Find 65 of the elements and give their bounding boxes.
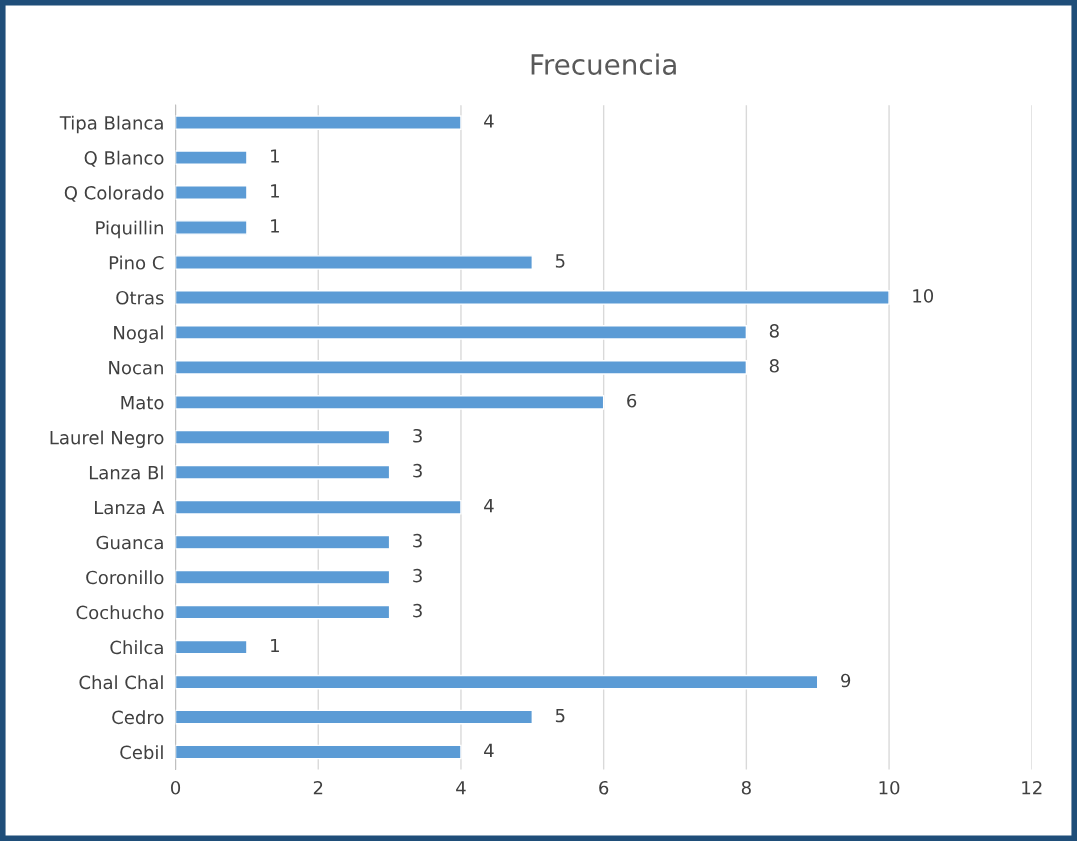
data-label: 1: [271, 184, 279, 198]
data-label: 3: [413, 463, 422, 478]
y-tick-label: Cedro: [112, 710, 164, 725]
bar: [175, 290, 890, 305]
data-label: 9: [841, 673, 851, 688]
y-tick-label: Piquillin: [96, 220, 163, 239]
data-label: 3: [413, 533, 422, 548]
x-tick-label: 12: [1022, 780, 1042, 795]
bar: [175, 360, 748, 375]
y-tick-label: Laurel Negro: [50, 430, 164, 448]
bar: [175, 185, 248, 200]
y-tick-label: Chal Chal: [79, 675, 163, 690]
x-tick-label: 2: [313, 780, 323, 795]
data-label: 3: [413, 603, 422, 618]
y-tick-label: Q Blanco: [84, 150, 164, 167]
bar: [175, 429, 391, 445]
bar: [175, 395, 605, 410]
bar: [175, 744, 462, 760]
chart-title: Frecuencia: [531, 53, 676, 75]
x-tick-label: 8: [741, 780, 751, 795]
data-label: 5: [555, 708, 565, 723]
y-tick-label: Mato: [121, 396, 164, 410]
data-label: 4: [484, 499, 494, 513]
data-label: 1: [271, 219, 279, 233]
y-tick-label: Lanza Bl: [89, 465, 163, 480]
data-label: 8: [769, 358, 779, 373]
bar: [175, 534, 391, 550]
data-label: 4: [484, 114, 494, 128]
bar: [175, 115, 462, 130]
y-tick-label: Cebil: [120, 745, 163, 760]
bar: [175, 674, 819, 690]
bar: [175, 220, 248, 235]
y-tick-label: Q Colorado: [64, 185, 164, 202]
data-label: 3: [413, 428, 422, 443]
x-tick-label: 4: [456, 781, 466, 795]
data-label: 10: [913, 289, 934, 303]
bar: [175, 325, 748, 340]
bar: [175, 150, 248, 165]
data-label: 5: [555, 254, 565, 268]
y-tick-label: Chilca: [110, 640, 163, 655]
y-tick-label: Tipa Blanca: [59, 115, 163, 134]
bar: [175, 709, 534, 725]
bar: [175, 604, 391, 620]
bar: [175, 639, 248, 655]
bar: [175, 255, 534, 270]
y-tick-label: Nocan: [109, 361, 163, 375]
y-tick-label: Lanza A: [95, 500, 165, 515]
data-label: 1: [271, 149, 279, 163]
x-tick-label: 10: [879, 780, 900, 795]
data-label: 4: [484, 743, 494, 758]
y-tick-label: Pino C: [109, 255, 164, 270]
data-label: 6: [627, 393, 637, 408]
y-tick-label: Otras: [116, 290, 164, 305]
data-label: 1: [271, 638, 279, 653]
x-tick-label: 6: [599, 780, 609, 795]
y-tick-label: Cochucho: [76, 605, 164, 620]
x-tick-label: 0: [171, 780, 181, 795]
y-tick-label: Coronillo: [86, 570, 164, 585]
y-tick-label: Guanca: [96, 535, 163, 550]
bar: [175, 569, 391, 585]
data-label: 8: [769, 324, 779, 338]
y-tick-label: Nogal: [114, 325, 163, 344]
data-label: 3: [413, 568, 422, 583]
bar: [175, 499, 462, 515]
bar: [175, 464, 391, 480]
